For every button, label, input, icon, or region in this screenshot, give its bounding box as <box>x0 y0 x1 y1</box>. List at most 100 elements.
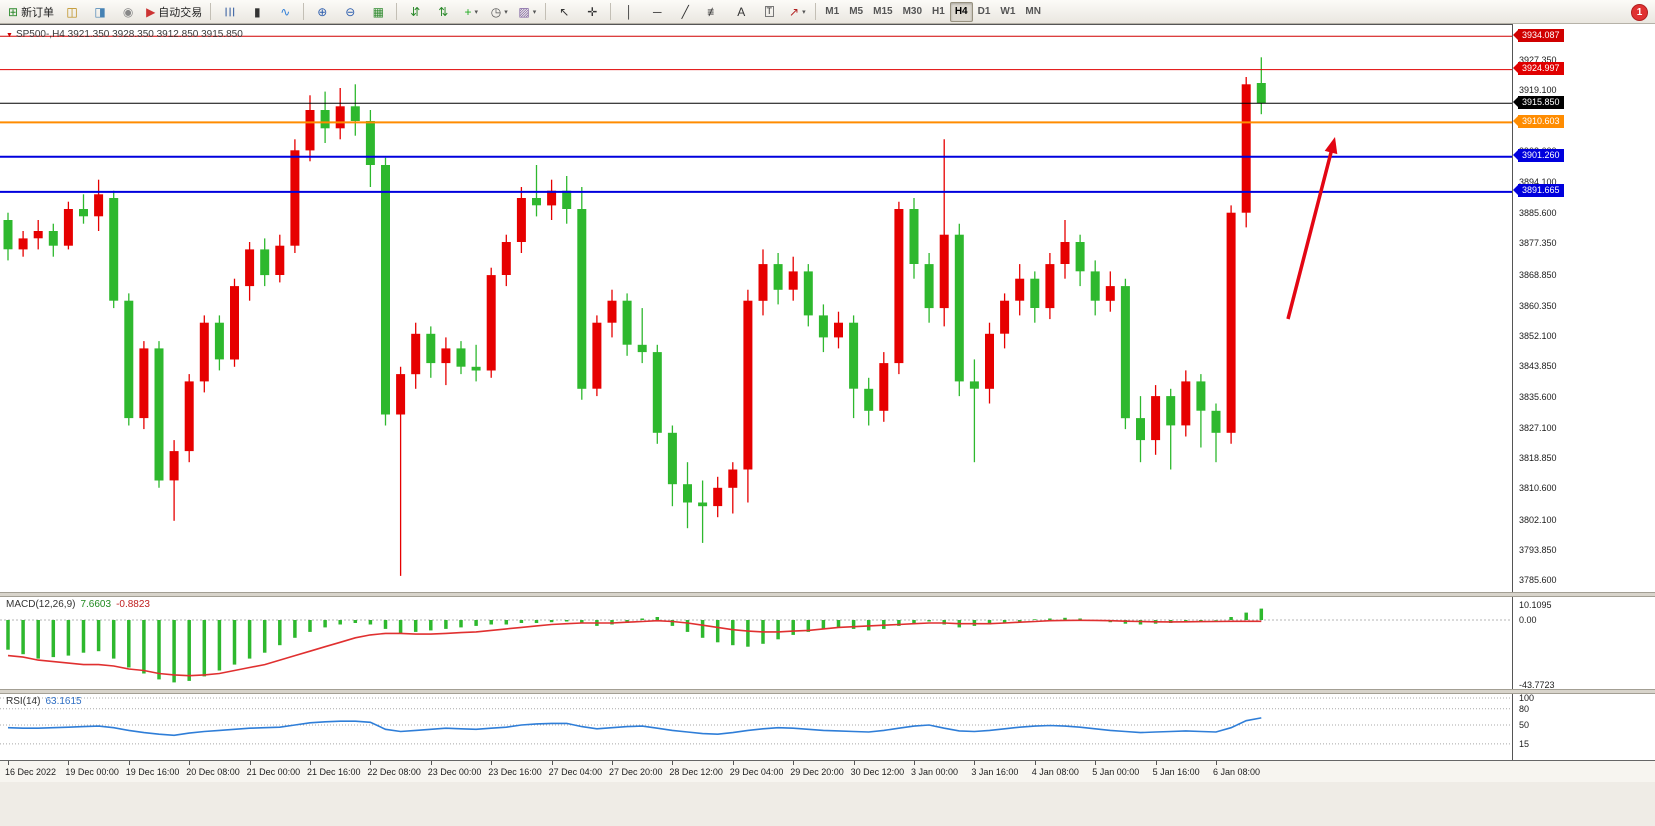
time-axis[interactable]: 16 Dec 2022 19 Dec 00:00 19 Dec 16:00 20 De… <box>0 760 1655 782</box>
tf-button-H1[interactable]: H1 <box>932 6 945 17</box>
chevron-down-icon: ▾ <box>802 8 806 16</box>
zoom-in-icon: ⊕ <box>317 4 328 19</box>
time-tick <box>310 761 311 765</box>
macd-name: MACD(12,26,9) <box>6 599 76 610</box>
profiles-button[interactable]: ◨ <box>86 1 114 23</box>
text-button[interactable]: A <box>727 1 755 23</box>
time-label: 29 Dec 20:00 <box>790 767 844 777</box>
cursor-button[interactable]: ↖ <box>550 1 578 23</box>
new-order-icon: ⊞ <box>8 4 19 19</box>
time-tick <box>189 761 191 765</box>
time-tick <box>1216 761 1217 765</box>
refresh-icon: ◉ <box>122 4 134 19</box>
periods-button[interactable]: ◷ ▾ <box>485 1 513 23</box>
horizontal-line-button[interactable]: ─ <box>643 1 671 23</box>
auto-trading-button[interactable]: ▶ 自动交易 <box>142 1 206 23</box>
vertical-line-icon: │ <box>625 4 634 19</box>
price-line-badge[interactable]: 3915.850 <box>1513 95 1564 109</box>
vertical-line-button[interactable]: │ <box>615 1 643 23</box>
price-line-badge[interactable]: 3891.665 <box>1513 184 1564 198</box>
notification-badge[interactable]: 1 <box>1631 4 1648 21</box>
price-line-badge[interactable]: 3910.603 <box>1513 114 1564 128</box>
splitter-macd-rsi[interactable] <box>0 689 1655 694</box>
tf-button-M15[interactable]: M15 <box>873 6 893 17</box>
macd-scale-tick: 0.00 <box>1519 615 1537 625</box>
zoom-in-button[interactable]: ⊕ <box>308 1 336 23</box>
rsi-name: RSI(14) <box>6 696 41 707</box>
macd-chart[interactable] <box>0 597 1512 689</box>
arrows-button[interactable]: ↗ ▾ <box>783 1 811 23</box>
macd-signal-value: -0.8823 <box>116 599 150 610</box>
tile-windows-button[interactable]: ▦ <box>364 1 392 23</box>
arrow-objects-icon: ↗ <box>789 4 800 19</box>
toolbar-separator <box>545 3 547 20</box>
text-label-icon: T <box>764 6 775 17</box>
time-label: 3 Jan 00:00 <box>911 767 959 777</box>
zoom-out-button[interactable]: ⊖ <box>336 1 364 23</box>
rsi-panel: RSI(14) 63.1615 <box>0 694 1512 760</box>
time-label: 21 Dec 00:00 <box>246 767 301 777</box>
rsi-chart[interactable] <box>0 694 1512 760</box>
tf-button-MN[interactable]: MN <box>1025 6 1041 17</box>
time-label: 5 Jan 16:00 <box>1152 767 1200 777</box>
bar-chart-button[interactable]: ☰ <box>215 1 243 23</box>
tf-button-D1[interactable]: D1 <box>977 6 991 17</box>
splitter-main-macd[interactable] <box>0 592 1655 597</box>
arrange-windows-icon: ⇵ <box>410 4 421 19</box>
tf-button-M1[interactable]: M1 <box>825 6 840 17</box>
time-tick <box>732 761 734 765</box>
candlestick-chart-button[interactable]: ▮ <box>243 1 271 23</box>
time-label: 4 Jan 08:00 <box>1031 767 1079 777</box>
charts-window-button[interactable]: ◫ <box>58 1 86 23</box>
cascade-windows-button[interactable]: ⇅ <box>429 1 457 23</box>
tf-button-M30[interactable]: M30 <box>902 6 923 17</box>
price-tick: 3785.600 <box>1519 575 1557 585</box>
fibonacci-button[interactable]: ≢ <box>699 1 727 23</box>
main-chart-panel: ▼ SP500-,H4 3921.350 3928.350 3912.850 39… <box>0 24 1512 593</box>
price-tick: 3802.100 <box>1519 514 1557 525</box>
trendline-button[interactable]: ╱ <box>671 1 699 23</box>
main-toolbar: ⊞ 新订单 ◫ ◨ ◉ ▶ 自动交易 ☰ ▮ ∿ ⊕ ⊖ ▦ ⇵ ⇅ + ▾ ◷ ▾ ▨ ▾ ↖ ✛ │ ─ ╱ ≢ A T ↗ ▾ M1 M5… <box>0 0 1655 24</box>
badge-arrow-icon <box>1513 115 1518 126</box>
time-label: 20 Dec 08:00 <box>186 767 240 777</box>
time-label: 6 Jan 08:00 <box>1213 767 1261 777</box>
time-tick <box>68 761 70 765</box>
crosshair-button[interactable]: ✛ <box>578 1 606 23</box>
line-chart-button[interactable]: ∿ <box>271 1 299 23</box>
price-tick: 3793.850 <box>1519 544 1557 555</box>
time-label: 30 Dec 12:00 <box>850 767 905 777</box>
time-tick <box>370 761 372 765</box>
time-tick <box>974 761 976 765</box>
price-tick: 3835.600 <box>1519 391 1557 402</box>
candlestick-chart[interactable] <box>0 25 1512 593</box>
badge-arrow-icon <box>1513 96 1518 107</box>
symbol-marker-icon: ▼ <box>6 32 13 39</box>
price-scale[interactable]: 3927.3503919.1003910.8503902.6003894.100… <box>1512 24 1655 760</box>
fibonacci-icon: ≢ <box>707 4 720 19</box>
price-line-badge[interactable]: 3901.260 <box>1513 149 1564 163</box>
time-label: 19 Dec 16:00 <box>125 767 180 777</box>
price-line-badge[interactable]: 3924.997 <box>1513 62 1564 76</box>
bar-chart-icon: ☰ <box>222 6 237 17</box>
tf-button-H4[interactable]: H4 <box>949 1 973 22</box>
profiles-icon: ◨ <box>94 4 106 19</box>
price-tick: 3877.350 <box>1519 238 1557 249</box>
templates-button[interactable]: ▨ ▾ <box>513 1 541 23</box>
toolbar-separator <box>815 3 817 20</box>
new-order-button[interactable]: ⊞ 新订单 <box>4 1 58 23</box>
time-label: 28 Dec 12:00 <box>669 767 723 777</box>
template-icon: ▨ <box>518 4 530 19</box>
arrange-windows-button[interactable]: ⇵ <box>401 1 429 23</box>
price-tick: 3860.350 <box>1519 300 1557 311</box>
text-label-button[interactable]: T <box>755 1 783 23</box>
refresh-button[interactable]: ◉ <box>114 1 142 23</box>
badge-arrow-icon <box>1513 185 1518 196</box>
tf-button-W1[interactable]: W1 <box>1000 6 1016 17</box>
auto-trading-icon: ▶ <box>146 4 156 19</box>
rsi-scale-tick: 100 <box>1519 693 1535 703</box>
price-line-badge[interactable]: 3934.087 <box>1513 28 1564 42</box>
indicators-button[interactable]: + ▾ <box>457 1 485 23</box>
candlestick-icon: ▮ <box>253 4 261 19</box>
tf-button-M5[interactable]: M5 <box>849 6 864 17</box>
chart-title-text: SP500-,H4 3921.350 3928.350 3912.850 391… <box>15 29 243 40</box>
